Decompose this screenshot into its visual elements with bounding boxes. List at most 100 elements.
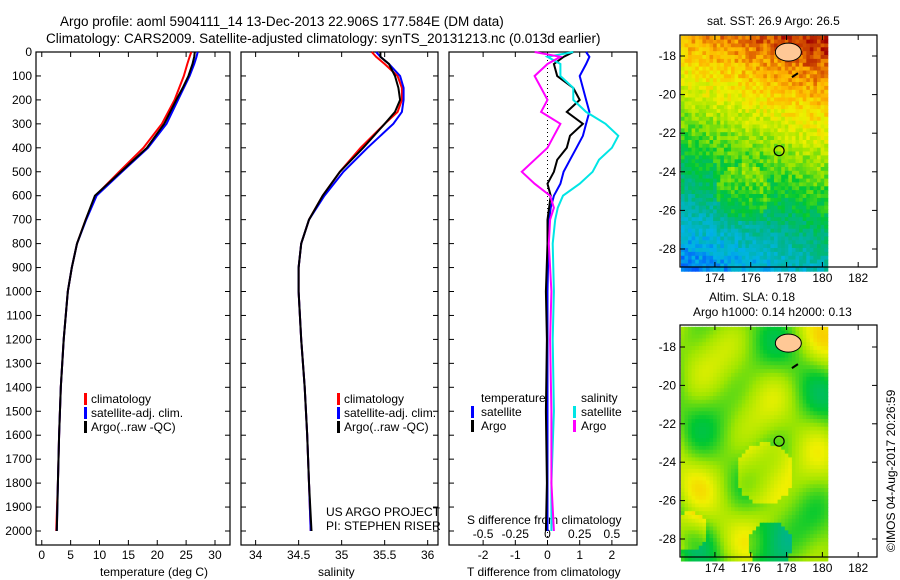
map-cell (752, 251, 757, 257)
map-cell (713, 236, 718, 241)
map-cell (774, 151, 779, 156)
map-cell (802, 39, 807, 44)
map-cell (720, 515, 725, 520)
map-cell (802, 82, 807, 87)
map-cell (824, 346, 829, 351)
map-cell (752, 259, 757, 264)
map-cell (799, 62, 804, 68)
map-cell (748, 403, 753, 408)
map-cell (781, 66, 786, 71)
map-cell (777, 205, 782, 210)
map-cell (695, 109, 700, 114)
series-line-argo-raw-qc- (55, 51, 196, 532)
map-cell (720, 93, 725, 98)
map-cell (680, 182, 685, 187)
map-cell (756, 499, 761, 504)
map-cell (741, 365, 746, 370)
map-cell (709, 468, 714, 474)
map-cell (788, 124, 793, 129)
map-cell (691, 480, 696, 485)
map-cell (756, 357, 761, 362)
map-cell (713, 85, 718, 91)
map-cell (720, 449, 725, 454)
map-cell (723, 349, 728, 355)
map-cell (745, 224, 750, 230)
map-cell (702, 151, 707, 156)
map-cell (795, 380, 800, 385)
map-cell (680, 62, 685, 68)
map-cell (809, 136, 814, 141)
map-cell (777, 426, 782, 431)
map-cell (813, 112, 818, 118)
map-cell (824, 66, 829, 71)
map-cell (820, 190, 825, 195)
map-cell (777, 353, 782, 358)
map-cell (813, 526, 818, 531)
map-cell (684, 201, 689, 207)
map-cell (706, 476, 711, 481)
map-cell (791, 186, 796, 191)
map-cell (713, 484, 718, 489)
map-cell (727, 155, 732, 160)
map-cell (731, 411, 736, 416)
map-cell (684, 392, 689, 397)
map-cell (698, 526, 703, 531)
map-cell (698, 55, 703, 60)
map-cell (766, 515, 771, 520)
map-cell (799, 128, 804, 133)
depth-tick-label: 1700 (5, 452, 32, 466)
map-cell (684, 85, 689, 91)
map-cell (706, 338, 711, 343)
map-cell (784, 499, 789, 504)
map-cell (788, 518, 793, 524)
map-cell (752, 116, 757, 122)
map-cell (698, 430, 703, 435)
map-cell (688, 453, 693, 458)
map-cell (688, 112, 693, 118)
map-cell (745, 209, 750, 214)
legend-label: Argo(..raw -QC) (91, 420, 176, 434)
map-cell (756, 201, 761, 207)
map-cell (731, 357, 736, 362)
map-cell (698, 244, 703, 249)
map-cell (799, 453, 804, 458)
map-cell (698, 58, 703, 64)
map-cell (774, 388, 779, 393)
map-cell (774, 217, 779, 222)
map-cell (741, 518, 746, 524)
map-cell (741, 174, 746, 180)
map-cell (716, 232, 721, 237)
map-cell (763, 205, 768, 210)
map-cell (795, 124, 800, 129)
map-cell (766, 236, 771, 241)
map-cell (809, 399, 814, 405)
map-cell (698, 472, 703, 478)
map-cell (727, 255, 732, 261)
map-cell (791, 209, 796, 214)
map-cell (788, 66, 793, 71)
map-cell (820, 415, 825, 420)
map-cell (770, 426, 775, 431)
map-cell (809, 507, 814, 512)
map-cell (684, 365, 689, 370)
map-cell (734, 159, 739, 164)
map-cell (734, 419, 739, 424)
map-cell (802, 201, 807, 207)
map-cell (770, 357, 775, 362)
map-cell (709, 151, 714, 156)
map-cell (788, 155, 793, 160)
map-cell (759, 380, 764, 385)
map-cell (766, 201, 771, 207)
map-cell (695, 461, 700, 466)
map-cell (698, 43, 703, 48)
map-cell (781, 438, 786, 443)
map-cell (759, 507, 764, 512)
map-cell (802, 468, 807, 474)
map-cell (720, 445, 725, 451)
map-cell (695, 136, 700, 141)
map-cell (791, 201, 796, 207)
map-cell (741, 522, 746, 527)
map-cell (720, 82, 725, 87)
map-cell (774, 232, 779, 237)
map-cell (727, 407, 732, 412)
